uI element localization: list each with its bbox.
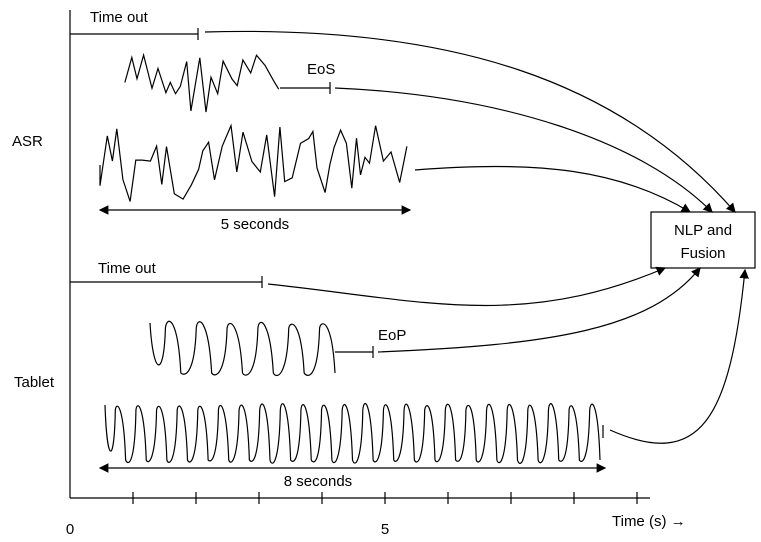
pen-signal [104, 402, 601, 464]
speech-signal [99, 123, 408, 202]
speech-signal [124, 52, 280, 113]
arrows [204, 30, 749, 444]
timeout-label: Time out [90, 9, 149, 26]
tick-label: 0 [66, 521, 74, 538]
fusion-box [650, 211, 756, 269]
tablet-label: Tablet [14, 374, 55, 391]
tick-label: 5 [381, 521, 389, 538]
axes [69, 10, 650, 504]
eop-label: EoP [378, 327, 406, 344]
axis-title: Time (s) → [612, 513, 686, 530]
timeout-line [70, 276, 263, 288]
timeout-label: Time out [98, 260, 157, 277]
signals [99, 52, 601, 464]
fusion-label: NLP and [674, 222, 732, 239]
pen-signal [149, 320, 336, 377]
eos-line [280, 82, 331, 94]
asr-label: ASR [12, 133, 43, 150]
fusion-label: Fusion [680, 245, 725, 262]
timeout-line [70, 28, 199, 40]
duration-label: 5 seconds [221, 216, 289, 233]
eos-label: EoS [307, 61, 335, 78]
eop-line [335, 346, 374, 358]
duration-label: 8 seconds [284, 473, 352, 490]
